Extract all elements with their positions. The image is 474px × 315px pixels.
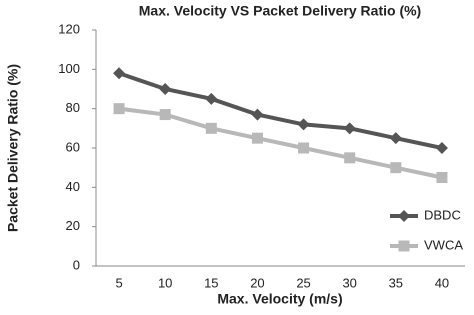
point xyxy=(297,118,310,131)
point xyxy=(205,122,217,134)
y-tick-label: 20 xyxy=(66,218,80,233)
point xyxy=(435,142,448,154)
x-tick-label: 20 xyxy=(250,275,264,290)
point xyxy=(159,83,172,95)
x-tick-label: 40 xyxy=(435,275,449,290)
y-tick-label: 120 xyxy=(58,21,80,36)
legend-label: VWCA xyxy=(424,237,463,252)
point xyxy=(436,172,448,183)
y-tick-label: 0 xyxy=(73,257,80,272)
y-tick-label: 40 xyxy=(66,179,80,194)
point xyxy=(159,109,171,121)
point xyxy=(390,162,402,174)
point xyxy=(205,92,218,105)
x-tick-label: 35 xyxy=(389,275,403,290)
y-tick-label: 100 xyxy=(58,61,80,76)
x-tick-label: 25 xyxy=(296,275,310,290)
x-tick-label: 15 xyxy=(204,275,218,290)
point xyxy=(251,108,264,121)
y-tick-label: 60 xyxy=(66,139,80,154)
chart-title: Max. Velocity VS Packet Delivery Ratio (… xyxy=(139,3,421,19)
y-axis-label: Packet Delivery Ratio (%) xyxy=(5,64,21,232)
x-tick-label: 5 xyxy=(115,275,122,290)
y-tick-label: 80 xyxy=(66,100,80,115)
point xyxy=(389,132,402,145)
x-tick-label: 10 xyxy=(158,275,172,290)
series-line xyxy=(118,106,443,180)
x-axis-label: Max. Velocity (m/s) xyxy=(217,291,342,307)
legend-marker xyxy=(398,210,410,222)
series-line xyxy=(118,71,443,150)
point xyxy=(113,67,126,80)
point xyxy=(251,132,263,144)
point xyxy=(113,103,125,115)
point xyxy=(343,122,356,135)
legend-marker xyxy=(398,240,410,252)
point xyxy=(298,142,310,154)
legend-label: DBDC xyxy=(424,207,461,222)
x-tick-label: 30 xyxy=(342,275,356,290)
point xyxy=(344,152,356,164)
